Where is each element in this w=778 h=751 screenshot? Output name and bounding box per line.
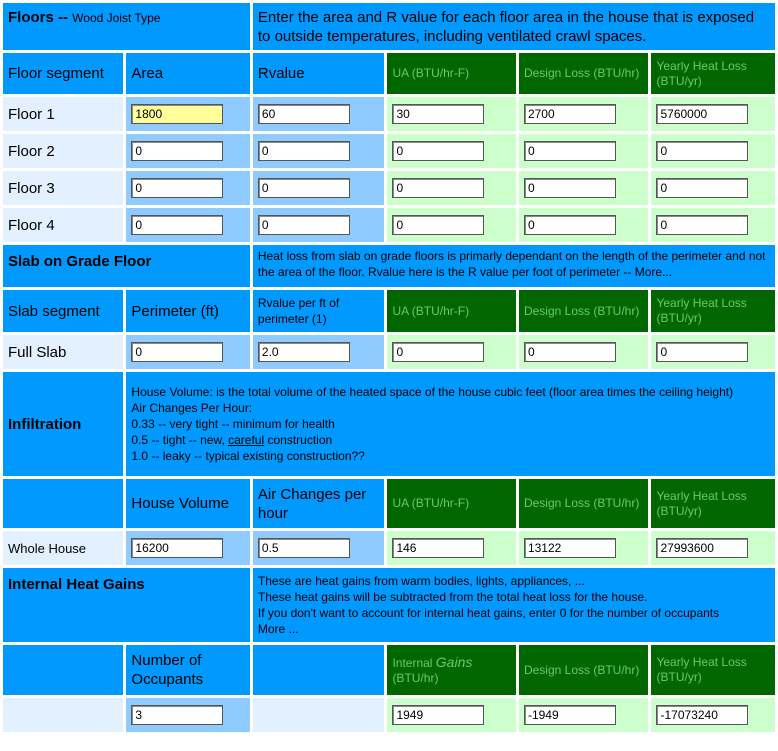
floor4-area-input[interactable] (131, 215, 224, 235)
internal-desc-line: If you don't want to account for interna… (257, 606, 720, 620)
table-row: Floor 2 (3, 134, 775, 168)
internal-header-occupants: Number of Occupants (126, 645, 250, 695)
internal-header-gains: Internal Gains (BTU/hr) (387, 645, 516, 695)
internal-yearly-output[interactable] (656, 705, 749, 725)
floor2-rvalue-input[interactable] (257, 141, 350, 161)
internal-desc-line: These are heat gains from warm bodies, l… (257, 574, 585, 588)
heat-loss-table: Floors -- Wood Joist Type Enter the area… (3, 3, 775, 732)
floor2-area-input[interactable] (131, 141, 224, 161)
floors-section-title: Floors -- Wood Joist Type (3, 3, 250, 50)
gains-header-text: Gains (435, 653, 473, 670)
floors-header-area: Area (126, 53, 250, 94)
house-volume-input[interactable] (131, 538, 224, 558)
slab-header-perimeter: Perimeter (ft) (126, 290, 250, 332)
air-changes-input[interactable] (257, 538, 350, 558)
floor3-ua-output[interactable] (392, 178, 485, 198)
slab-header-ua: UA (BTU/hr-F) (387, 290, 516, 332)
floors-header-rvalue: Rvalue (252, 53, 385, 94)
internal-header-empty (3, 645, 124, 695)
floors-title: Floors -- (8, 9, 68, 26)
internal-section-title: Internal Heat Gains (3, 568, 250, 642)
infiltration-yearly-output[interactable] (656, 538, 749, 558)
floor4-rvalue-input[interactable] (257, 215, 350, 235)
infiltration-header-ach: Air Changes per hour (252, 479, 385, 528)
internal-blank-cell (252, 698, 385, 732)
floor3-area-input[interactable] (131, 178, 224, 198)
floor2-yearly-output[interactable] (656, 141, 749, 161)
table-row: Full Slab (3, 335, 775, 369)
floors-header-segment: Floor segment (3, 53, 124, 94)
slab-header-rvalue: Rvalue per ft of perimeter (1) (252, 290, 385, 332)
gains-header-text: Internal (392, 655, 436, 670)
floor3-yearly-output[interactable] (656, 178, 749, 198)
table-row: Whole House (3, 531, 775, 565)
infiltration-desc-text: construction (264, 433, 333, 447)
infiltration-ua-output[interactable] (392, 538, 485, 558)
internal-header-yearly: Yearly Heat Loss (BTU/yr) (651, 645, 775, 695)
infiltration-desc-line: House Volume: is the total volume of the… (131, 385, 734, 399)
floor1-rvalue-input[interactable] (257, 104, 350, 124)
table-row (3, 698, 775, 732)
floor2-design-output[interactable] (523, 141, 616, 161)
floors-subtitle: Wood Joist Type (72, 11, 161, 25)
slab-header-segment: Slab segment (3, 290, 124, 332)
floor-label: Floor 2 (3, 134, 124, 168)
floor-label: Floor 4 (3, 208, 124, 242)
whole-house-label: Whole House (3, 531, 124, 565)
occupants-input[interactable] (131, 705, 224, 725)
floor4-yearly-output[interactable] (656, 215, 749, 235)
floors-header-ua: UA (BTU/hr-F) (387, 53, 516, 94)
floors-header-yearly: Yearly Heat Loss (BTU/yr) (651, 53, 775, 94)
infiltration-design-output[interactable] (523, 538, 616, 558)
floor4-ua-output[interactable] (392, 215, 485, 235)
internal-label-empty (3, 698, 124, 732)
slab-header-yearly: Yearly Heat Loss (BTU/yr) (651, 290, 775, 332)
table-row: Floor 1 (3, 97, 775, 131)
slab-header-design: Design Loss (BTU/hr) (518, 290, 649, 332)
slab-perimeter-input[interactable] (131, 342, 224, 362)
infiltration-desc-line: 0.33 -- very tight -- minimum for health (131, 417, 335, 431)
gains-header-text: (BTU/hr) (392, 670, 439, 685)
infiltration-desc-line: 1.0 -- leaky -- typical existing constru… (131, 449, 365, 463)
floor2-ua-output[interactable] (392, 141, 485, 161)
internal-desc-line: These heat gains will be subtracted from… (257, 590, 648, 604)
floor3-design-output[interactable] (523, 178, 616, 198)
internal-more-link[interactable]: More ... (257, 622, 299, 636)
infiltration-header-yearly: Yearly Heat Loss (BTU/yr) (651, 479, 775, 528)
slab-section-title: Slab on Grade Floor (3, 245, 250, 287)
floor-label: Floor 3 (3, 171, 124, 205)
infiltration-section-title: Infiltration (3, 372, 124, 476)
floor-label: Floor 1 (3, 97, 124, 131)
infiltration-header-empty (3, 479, 124, 528)
infiltration-header-ua: UA (BTU/hr-F) (387, 479, 516, 528)
slab-yearly-output[interactable] (656, 342, 749, 362)
table-row: Floor 3 (3, 171, 775, 205)
infiltration-header-design: Design Loss (BTU/hr) (518, 479, 649, 528)
floors-description: Enter the area and R value for each floo… (252, 3, 775, 50)
infiltration-description: House Volume: is the total volume of the… (126, 372, 775, 476)
internal-design-output[interactable] (523, 705, 616, 725)
internal-description: These are heat gains from warm bodies, l… (252, 568, 775, 642)
careful-link[interactable]: careful (228, 433, 265, 447)
floor1-design-output[interactable] (523, 104, 616, 124)
internal-header-blank (252, 645, 385, 695)
infiltration-desc-text: 0.5 -- tight -- new, (131, 433, 229, 447)
slab-description[interactable]: Heat loss from slab on grade floors is p… (252, 245, 775, 287)
slab-rvalue-input[interactable] (257, 342, 350, 362)
floor1-ua-output[interactable] (392, 104, 485, 124)
slab-label: Full Slab (3, 335, 124, 369)
internal-header-design: Design Loss (BTU/hr) (518, 645, 649, 695)
infiltration-header-volume: House Volume (126, 479, 250, 528)
infiltration-desc-line: 0.5 -- tight -- new, careful constructio… (131, 432, 770, 448)
infiltration-desc-line: Air Changes Per Hour: (131, 401, 253, 415)
floor1-area-input[interactable] (131, 104, 224, 124)
floors-header-design: Design Loss (BTU/hr) (518, 53, 649, 94)
internal-gains-output[interactable] (392, 705, 485, 725)
floor3-rvalue-input[interactable] (257, 178, 350, 198)
slab-ua-output[interactable] (392, 342, 485, 362)
table-row: Floor 4 (3, 208, 775, 242)
floor1-yearly-output[interactable] (656, 104, 749, 124)
floor4-design-output[interactable] (523, 215, 616, 235)
slab-design-output[interactable] (523, 342, 616, 362)
